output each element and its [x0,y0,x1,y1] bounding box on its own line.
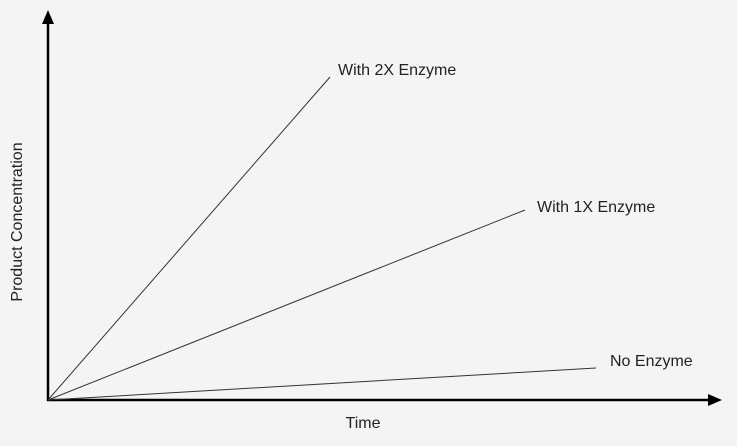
curve-label: With 1X Enzyme [537,199,655,216]
curve-2x [47,76,331,401]
y-axis-arrow [42,10,54,24]
y-axis-label: Product Concentration [9,142,26,301]
curve-label: With 2X Enzyme [338,62,456,79]
x-axis-arrow [708,394,722,406]
curve-1x [47,209,526,401]
curve-none [47,367,597,401]
curve-label: No Enzyme [610,353,693,370]
x-axis-label: Time [346,415,381,432]
